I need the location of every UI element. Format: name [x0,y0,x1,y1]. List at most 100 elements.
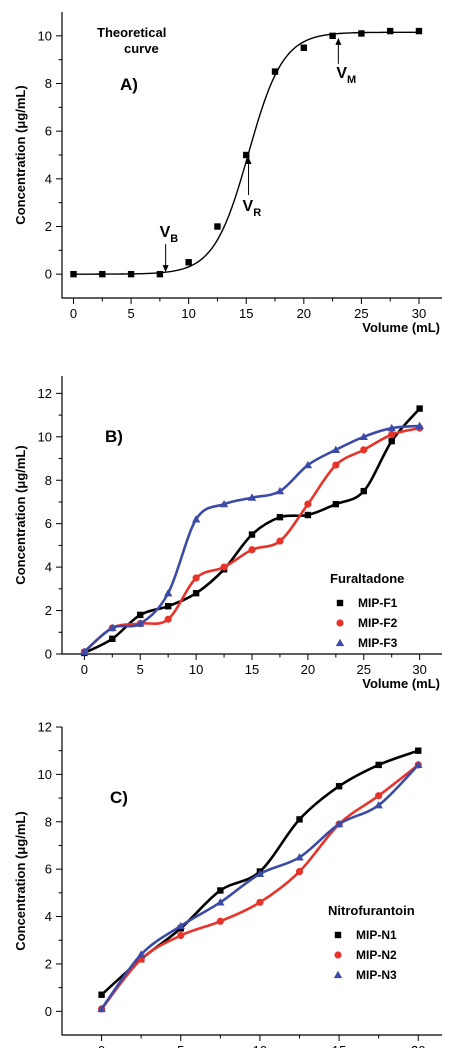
legend-title: Nitrofurantoin [328,903,415,918]
data-point [275,486,285,495]
note-line: Theoretical [97,25,166,40]
data-point [248,531,256,538]
data-point [295,867,304,876]
data-point [360,487,367,495]
legend-entry: MIP-F3 [358,636,398,650]
data-point [271,68,279,75]
data-point [303,460,313,469]
data-point [415,421,424,430]
annotation-label: VR [243,198,262,219]
data-point [304,500,312,508]
data-point [387,423,396,432]
series-theoretical [70,27,423,278]
y-tick-label: 2 [45,956,52,971]
y-tick-label: 0 [45,267,52,282]
x-tick-label: 10 [189,662,203,677]
data-point [191,515,201,523]
data-point [332,500,340,508]
data-point [247,493,257,501]
data-point [137,611,144,619]
chart-panel-1: 0 5 10 15 20 25 30 0 2 4 6 8 10 Volume (mL) Concentrat… [13,12,442,335]
annotation-main: V [243,198,254,215]
legend-marker [336,619,344,627]
legend-entry: MIP-F1 [358,596,398,610]
annotation-arrowhead [162,265,169,273]
x-tick-label: 15 [332,1043,346,1048]
data-point [360,446,368,454]
data-point [358,30,365,37]
x-tick-label: 30 [412,662,426,677]
data-point [219,499,229,508]
y-tick-label: 6 [45,862,52,877]
data-point [416,405,423,412]
x-tick-label: 0 [98,1043,105,1048]
data-point [296,816,303,823]
axis-frame [61,727,442,1036]
legend: Furaltadone MIP-F1 MIP-F2 MIP-F3 [330,571,404,650]
data-point [98,991,105,998]
y-tick-label: 10 [38,28,52,43]
y-tick-label: 2 [45,603,52,618]
data-point [414,760,423,769]
x-tick-label: 30 [412,306,426,321]
y-tick-label: 10 [38,767,52,782]
annotation-label: VB [160,224,179,245]
y-tick-label: 12 [38,720,52,735]
legend-marker [334,931,342,939]
data-point [109,635,116,642]
y-tick-label: 8 [45,814,52,829]
x-axis-title: Volume (mL) [362,676,440,691]
x-tick-label: 25 [354,306,368,321]
annotation-arrowhead [335,37,342,45]
data-point [331,445,341,453]
data-point [164,603,172,610]
axis-frame [61,376,442,655]
legend-marker [333,970,343,979]
x-tick-label: 20 [297,306,311,321]
x-tick-label: 25 [357,662,371,677]
series-mip-f1 [81,405,423,657]
x-tick-label: 20 [301,662,315,677]
y-tick-label: 6 [45,124,52,139]
x-tick-label: 15 [245,662,259,677]
panel-label: C) [110,788,128,807]
legend-entry: MIP-F2 [358,616,398,630]
data-point [192,589,200,597]
data-point [276,537,284,545]
chart-panel-3: 05101520024681012Volume (mL)Concentratio… [13,720,442,1048]
data-point [216,917,224,925]
y-tick-label: 10 [38,429,52,444]
data-point [386,27,394,35]
data-point [80,647,89,655]
x-axis-title: Volume (mL) [362,320,440,335]
x-tick-label: 10 [181,306,195,321]
y-tick-label: 0 [45,647,52,662]
data-point [164,615,172,623]
data-point [388,437,395,445]
data-point [335,783,343,790]
data-point [216,898,225,906]
x-tick-label: 20 [411,1043,425,1048]
data-point [156,270,164,278]
legend-entry: MIP-N3 [356,968,397,982]
annotation-label: VM [336,65,356,86]
annotation-vm: VM [335,37,356,86]
data-point [214,223,221,230]
data-point [176,921,185,930]
y-tick-label: 8 [45,76,52,91]
legend-title: Furaltadone [330,571,404,586]
x-tick-label: 5 [177,1043,184,1048]
data-point [185,259,192,266]
y-tick-label: 8 [45,473,52,488]
data-point [177,931,185,940]
annotation-arrowhead [245,157,252,164]
annotation-vr: VR [243,157,262,219]
data-point [334,819,344,828]
data-point [108,623,117,632]
panel-label: A) [120,75,138,94]
data-point [243,151,250,159]
data-point [127,270,135,278]
y-tick-label: 12 [38,386,52,401]
data-point [136,619,145,627]
data-point [99,270,106,278]
